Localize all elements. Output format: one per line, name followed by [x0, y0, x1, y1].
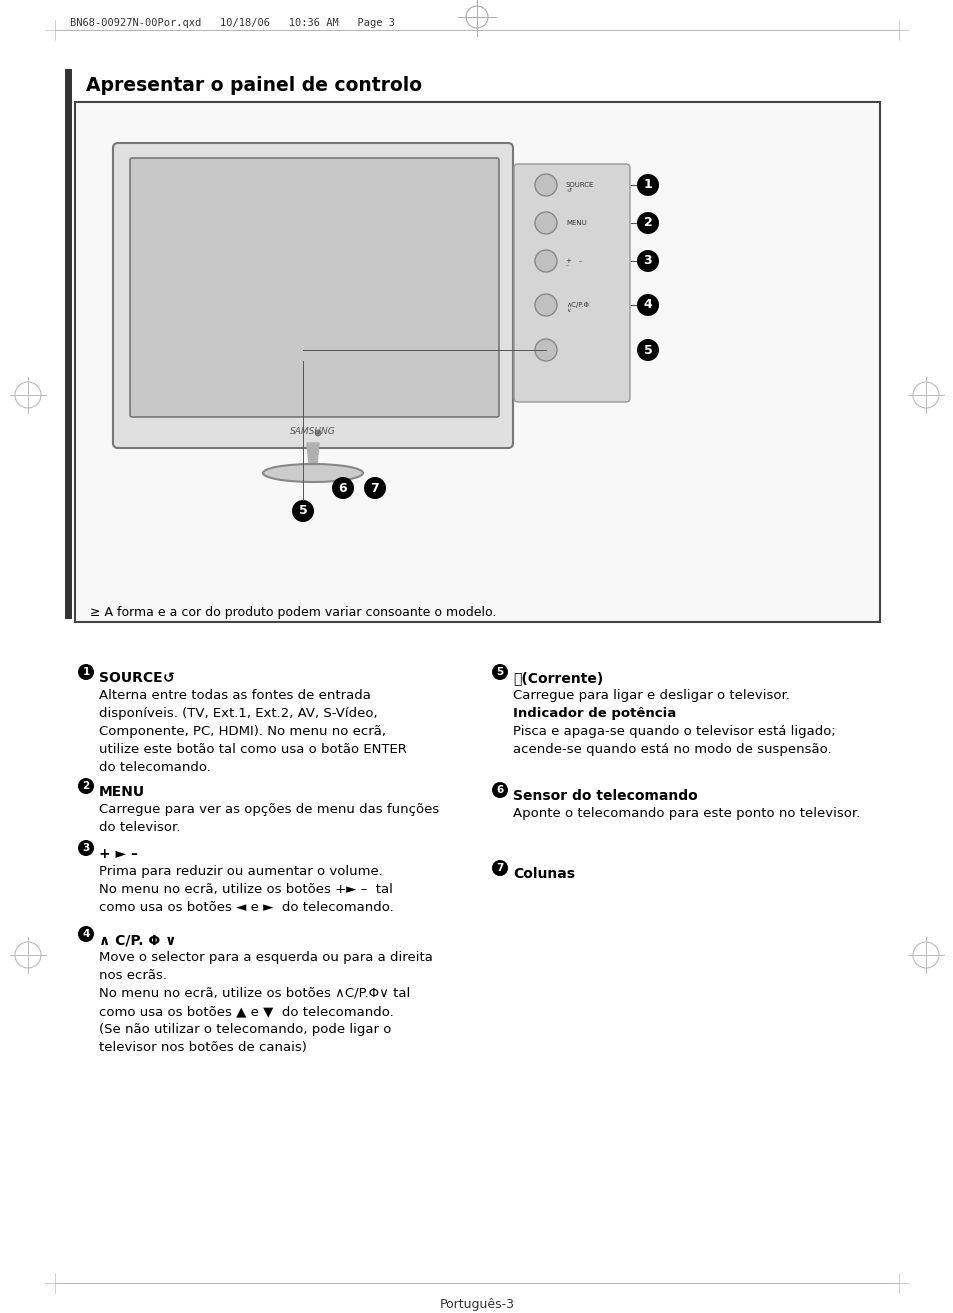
Circle shape	[78, 779, 94, 794]
Text: Colunas: Colunas	[513, 867, 575, 881]
Polygon shape	[307, 442, 318, 465]
Text: Português-3: Português-3	[439, 1299, 514, 1310]
Circle shape	[314, 429, 320, 436]
Circle shape	[492, 860, 507, 876]
Text: 3: 3	[82, 843, 90, 853]
Text: + ► –: + ► –	[99, 847, 138, 861]
Text: 4: 4	[643, 298, 652, 311]
Text: +   –: + –	[565, 257, 581, 264]
Circle shape	[78, 840, 94, 856]
Circle shape	[637, 175, 659, 196]
Circle shape	[78, 926, 94, 941]
Text: ≥ A forma e a cor do produto podem variar consoante o modelo.: ≥ A forma e a cor do produto podem varia…	[90, 607, 496, 618]
Text: 7: 7	[496, 863, 503, 873]
Text: ∧ C/P. Φ ∨: ∧ C/P. Φ ∨	[99, 934, 176, 947]
Text: ↺: ↺	[565, 188, 571, 193]
Text: 5: 5	[643, 344, 652, 357]
Text: 6: 6	[496, 785, 503, 794]
Circle shape	[637, 249, 659, 272]
Text: Carregue para ver as opções de menu das funções
do televisor.: Carregue para ver as opções de menu das …	[99, 804, 438, 834]
Circle shape	[492, 783, 507, 798]
Text: MENU: MENU	[565, 221, 586, 226]
Circle shape	[364, 477, 386, 499]
Ellipse shape	[263, 463, 363, 482]
FancyBboxPatch shape	[130, 158, 498, 418]
Text: 1: 1	[82, 667, 90, 678]
FancyBboxPatch shape	[112, 143, 513, 448]
Text: –: –	[565, 264, 569, 268]
Text: BN68-00927N-00Por.qxd   10/18/06   10:36 AM   Page 3: BN68-00927N-00Por.qxd 10/18/06 10:36 AM …	[70, 18, 395, 28]
Circle shape	[535, 249, 557, 272]
Text: SOURCE: SOURCE	[99, 671, 168, 685]
Text: 7: 7	[370, 482, 379, 495]
Circle shape	[637, 339, 659, 361]
Text: SAMSUNG: SAMSUNG	[290, 427, 335, 436]
Circle shape	[637, 294, 659, 316]
Circle shape	[535, 175, 557, 196]
Text: 2: 2	[82, 781, 90, 790]
Text: Prima para reduzir ou aumentar o volume.
No menu no ecrã, utilize os botões +► –: Prima para reduzir ou aumentar o volume.…	[99, 865, 394, 914]
Text: 6: 6	[338, 482, 347, 495]
Circle shape	[535, 211, 557, 234]
Text: 2: 2	[643, 217, 652, 230]
Circle shape	[332, 477, 354, 499]
Text: Sensor do telecomando: Sensor do telecomando	[513, 789, 697, 804]
Text: SOURCE: SOURCE	[565, 183, 594, 188]
Circle shape	[535, 294, 557, 316]
Text: 5: 5	[496, 667, 503, 678]
Text: ⏻(Corrente): ⏻(Corrente)	[513, 671, 602, 685]
Text: MENU: MENU	[99, 785, 145, 800]
Circle shape	[292, 500, 314, 523]
Text: Indicador de potência: Indicador de potência	[513, 706, 676, 720]
FancyBboxPatch shape	[514, 164, 629, 402]
Circle shape	[535, 339, 557, 361]
Text: Pisca e apaga-se quando o televisor está ligado;
acende-se quando está no modo d: Pisca e apaga-se quando o televisor está…	[513, 725, 835, 756]
Text: Carregue para ligar e desligar o televisor.: Carregue para ligar e desligar o televis…	[513, 689, 789, 702]
Text: ↺: ↺	[163, 671, 174, 685]
Circle shape	[492, 664, 507, 680]
Text: Apresentar o painel de controlo: Apresentar o painel de controlo	[86, 76, 421, 95]
Circle shape	[637, 211, 659, 234]
Circle shape	[78, 664, 94, 680]
Text: 1: 1	[643, 179, 652, 192]
Text: Move o selector para a esquerda ou para a direita
nos ecrãs.
No menu no ecrã, ut: Move o selector para a esquerda ou para …	[99, 951, 433, 1054]
Text: 4: 4	[82, 930, 90, 939]
Text: ∧C/P.Φ: ∧C/P.Φ	[565, 302, 588, 309]
Text: Alterna entre todas as fontes de entrada
disponíveis. (TV, Ext.1, Ext.2, AV, S-V: Alterna entre todas as fontes de entrada…	[99, 689, 406, 773]
Text: Aponte o telecomando para este ponto no televisor.: Aponte o telecomando para este ponto no …	[513, 807, 860, 821]
Text: 3: 3	[643, 255, 652, 268]
Text: 5: 5	[298, 504, 307, 517]
FancyBboxPatch shape	[75, 102, 879, 622]
Text: ∨: ∨	[565, 307, 570, 312]
